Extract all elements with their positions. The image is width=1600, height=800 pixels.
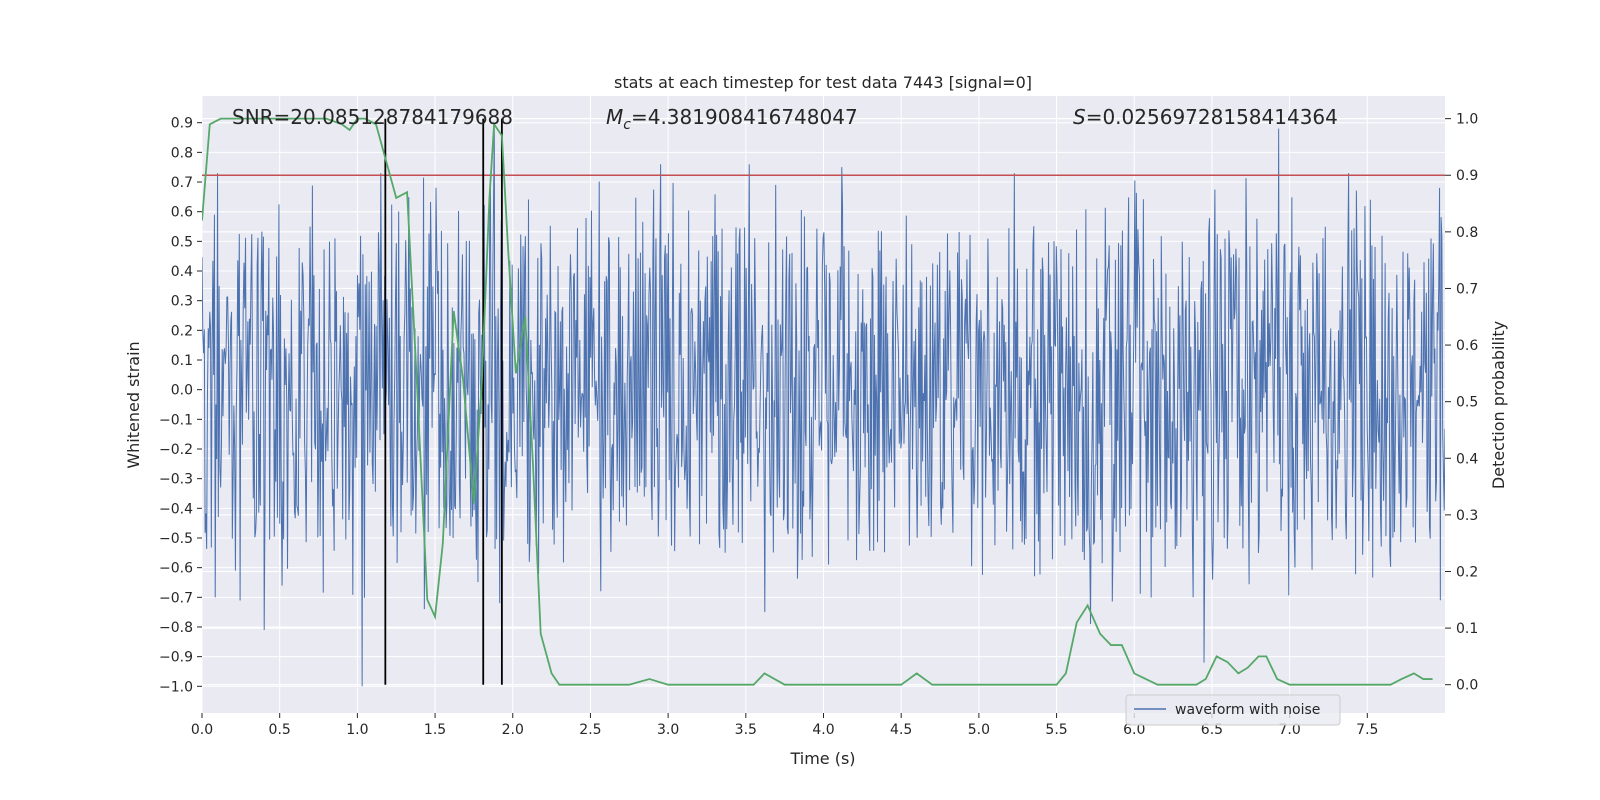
y-right-tick-label: 0.7: [1456, 281, 1478, 297]
y-axis-left-label: Whitened strain: [124, 341, 143, 468]
x-tick-label: 5.0: [968, 722, 990, 738]
x-tick-label: 7.5: [1356, 722, 1378, 738]
x-axis: 0.0 0.5 1.0 1.5 2.0 2.5 3.0 3.5 4.0 4.5 5.0 5.5 6.0 6…: [191, 713, 1378, 738]
chirp-mass-annotation: Mc=4.381908416748047: [606, 105, 858, 133]
y-right-tick-label: 0.3: [1456, 508, 1478, 524]
probability-series: [202, 117, 1433, 686]
y-left-tick-label: 0.0: [171, 383, 193, 399]
y-right-tick-label: 0.4: [1456, 451, 1478, 467]
y-axis-left: 0.9 0.8 0.7 0.6 0.5 0.4 0.3 0.2 0.1 0.0 −0.1 −0.2 −0…: [159, 116, 202, 695]
y-left-tick-label: −0.9: [159, 650, 193, 666]
legend-label: waveform with noise: [1175, 702, 1320, 718]
x-tick-label: 5.5: [1045, 722, 1067, 738]
y-axis-right-label: Detection probability: [1489, 321, 1508, 489]
y-left-tick-label: 0.1: [171, 353, 193, 369]
legend: waveform with noise: [1125, 694, 1341, 726]
y-right-tick-label: 0.0: [1456, 678, 1478, 694]
y-left-tick-label: 0.9: [171, 116, 193, 132]
x-tick-label: 4.0: [812, 722, 834, 738]
x-tick-label: 4.5: [890, 722, 912, 738]
y-left-tick-label: −0.5: [159, 531, 193, 547]
x-tick-label: 6.0: [1123, 722, 1145, 738]
y-left-tick-label: 0.2: [171, 323, 193, 339]
waveform-series: [202, 128, 1445, 687]
grid: [201, 96, 1445, 713]
x-tick-label: 2.0: [502, 722, 524, 738]
y-left-tick-label: −0.1: [159, 412, 193, 428]
y-left-tick-label: 0.7: [171, 175, 193, 191]
x-axis-label: Time (s): [789, 749, 855, 768]
y-left-tick-label: −0.8: [159, 620, 193, 636]
y-left-tick-label: 0.8: [171, 145, 193, 161]
snr-annotation: SNR=20.085128784179688: [232, 105, 513, 129]
s-annotation: S=0.025697281584143​64: [1073, 105, 1338, 129]
s-symbol: S: [1073, 105, 1086, 129]
y-right-tick-label: 0.1: [1456, 621, 1478, 637]
chirp-mass-subscript: c: [623, 117, 631, 133]
y-left-tick-label: 0.6: [171, 205, 193, 221]
chirp-mass-value: =4.381908416748047: [631, 105, 858, 129]
x-tick-label: 3.0: [657, 722, 679, 738]
y-right-tick-label: 0.5: [1456, 395, 1478, 411]
s-value: =0.025697281584143​64: [1086, 105, 1338, 129]
x-tick-label: 1.0: [346, 722, 368, 738]
y-axis-right: 1.0 0.9 0.8 0.7 0.6 0.5 0.4 0.3 0.2 0.1 0.0: [1445, 112, 1478, 694]
x-tick-label: 0.5: [269, 722, 291, 738]
x-tick-label: 0.0: [191, 722, 213, 738]
y-left-tick-label: −0.7: [159, 590, 193, 606]
x-tick-label: 6.5: [1201, 722, 1223, 738]
y-right-tick-label: 1.0: [1456, 112, 1478, 128]
y-right-tick-label: 0.9: [1456, 168, 1478, 184]
x-tick-label: 1.5: [424, 722, 446, 738]
y-left-tick-label: 0.3: [171, 294, 193, 310]
y-left-tick-label: −0.2: [159, 442, 193, 458]
y-right-tick-label: 0.6: [1456, 338, 1478, 354]
chart-title: stats at each timestep for test data 744…: [614, 73, 1032, 92]
y-left-tick-label: −0.6: [159, 561, 193, 577]
chirp-mass-symbol: M: [606, 105, 623, 129]
plot-area: [202, 117, 1445, 687]
y-left-tick-label: 0.4: [171, 264, 193, 280]
legend-box: [1125, 694, 1341, 726]
x-tick-label: 3.5: [735, 722, 757, 738]
detection-lines: [384, 118, 503, 685]
y-left-tick-label: −0.4: [159, 501, 193, 517]
y-left-tick-label: −1.0: [159, 679, 193, 695]
y-right-tick-label: 0.8: [1456, 225, 1478, 241]
y-right-tick-label: 0.2: [1456, 564, 1478, 580]
x-tick-label: 7.0: [1278, 722, 1300, 738]
x-tick-label: 2.5: [579, 722, 601, 738]
y-left-tick-label: −0.3: [159, 472, 193, 488]
y-left-tick-label: 0.5: [171, 234, 193, 250]
